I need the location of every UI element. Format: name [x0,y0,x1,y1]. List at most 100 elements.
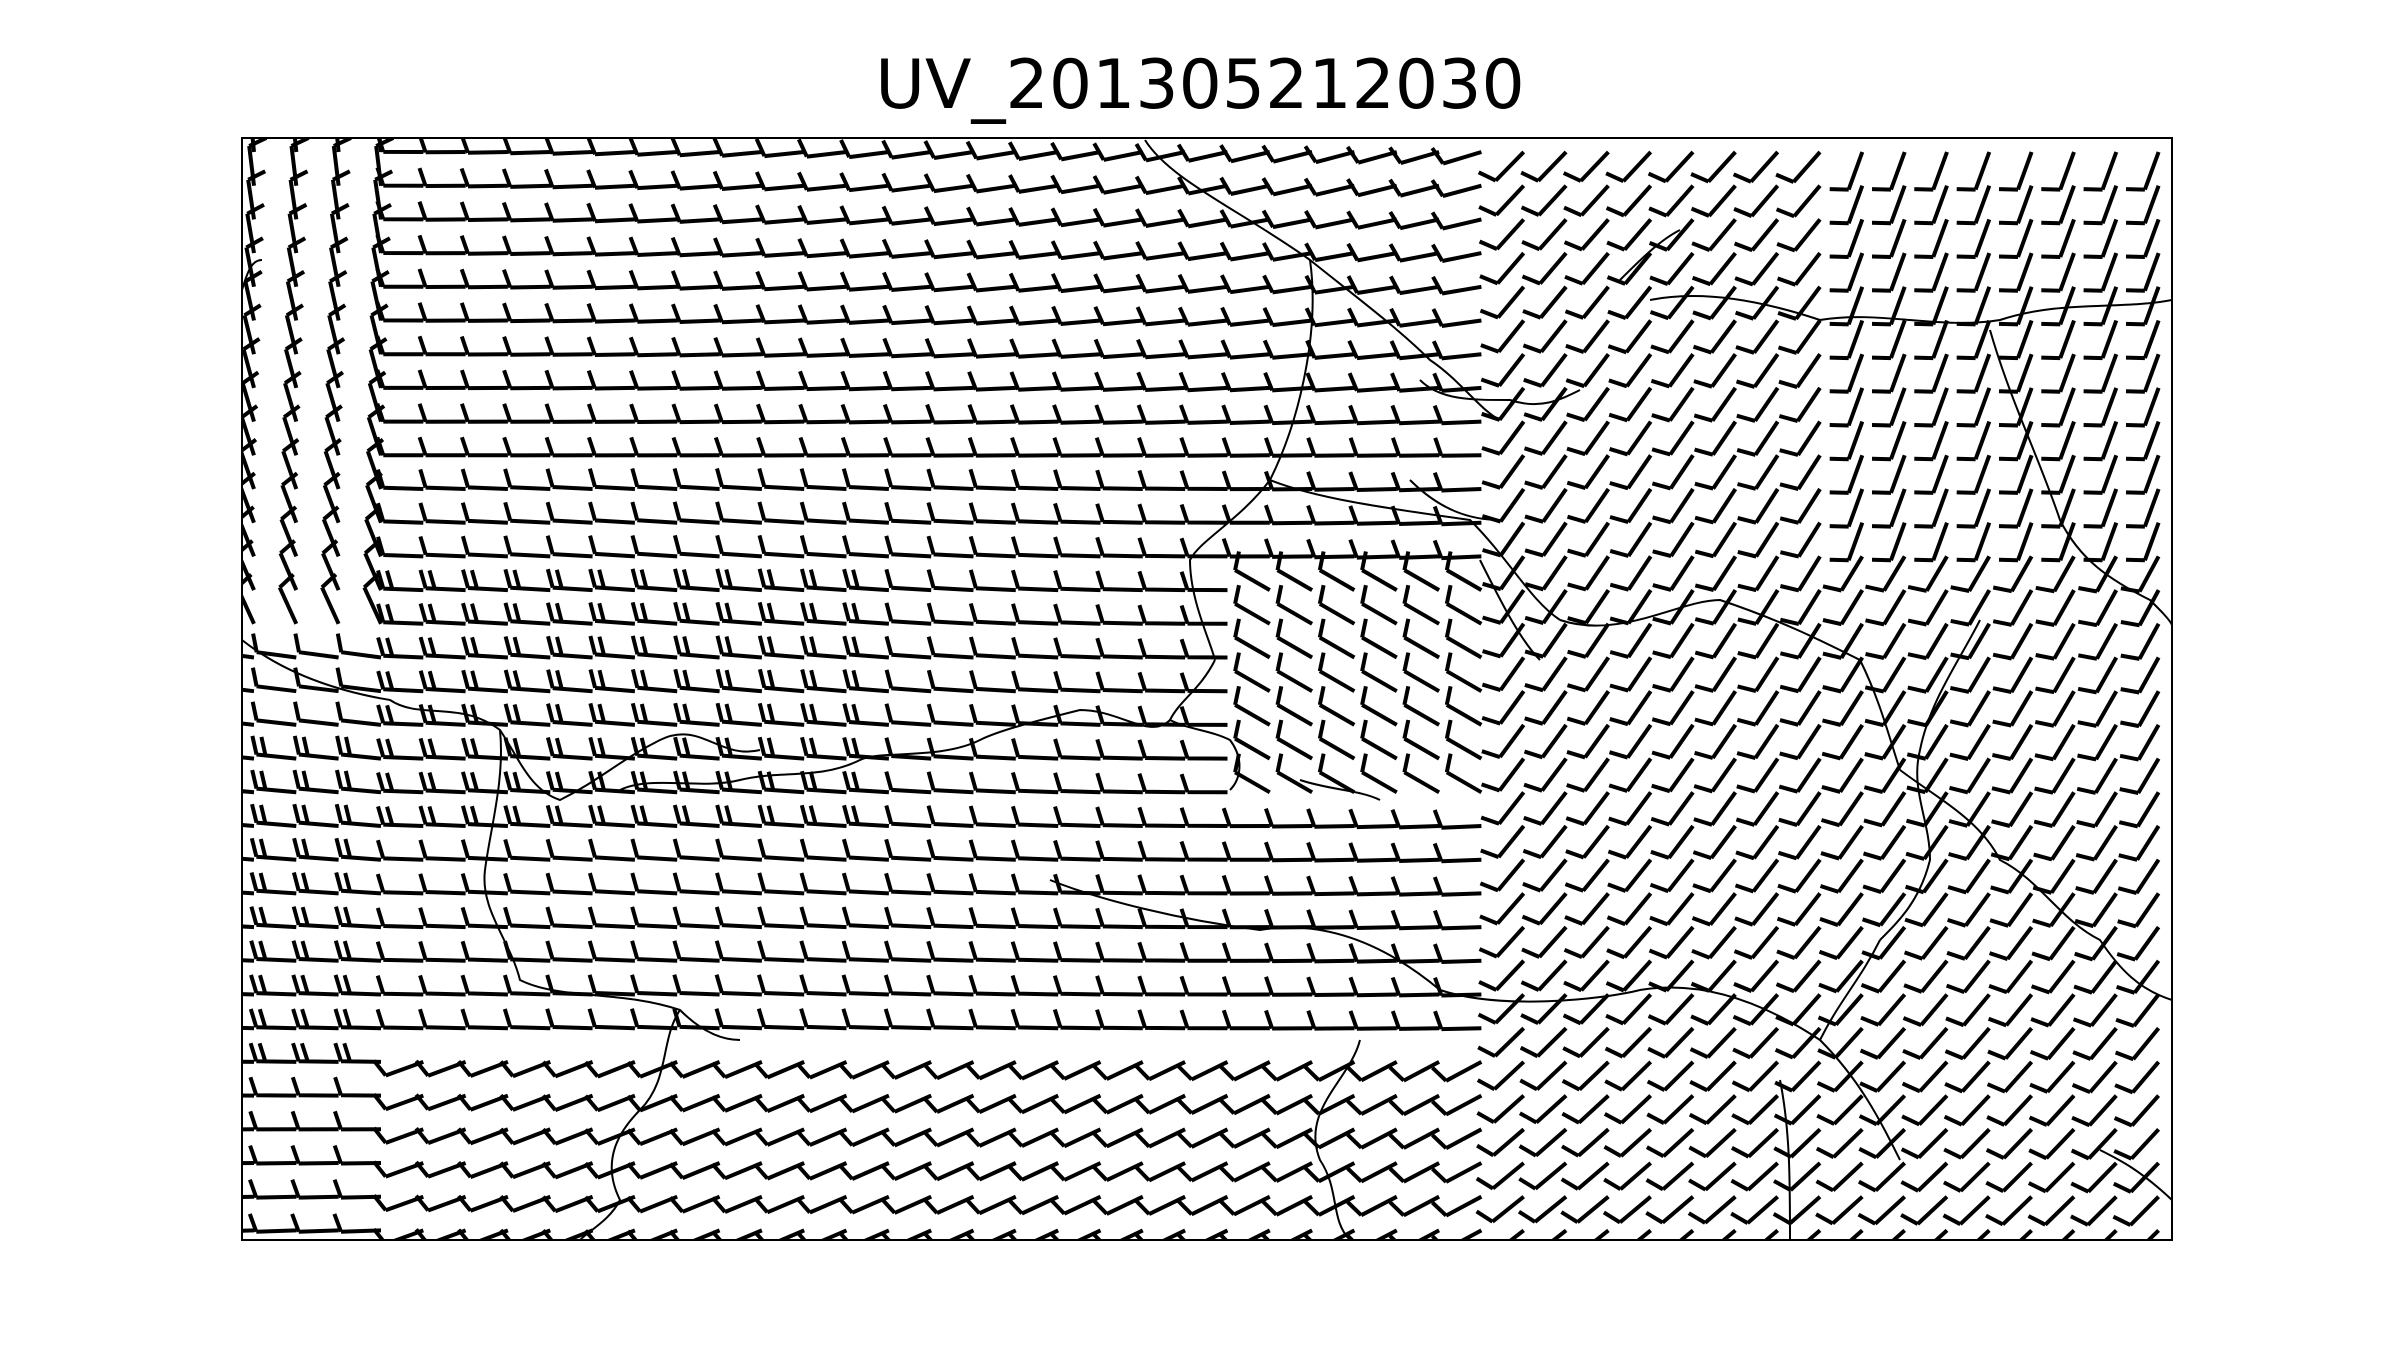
wind-barb [2076,757,2119,795]
wind-barb [1233,551,1271,592]
wind-barb [1137,772,1186,795]
wind-barb [375,268,424,289]
wind-barb [2103,1228,2118,1240]
wind-barb [1011,670,1059,694]
wind-barb [1900,1195,1949,1226]
wind-barb [1694,487,1738,525]
wind-barb [1688,1127,1737,1159]
wind-barb [1779,521,1822,559]
wind-barb [1901,1060,1949,1094]
wind-barb [2120,656,2161,695]
wind-barb [1693,757,1738,794]
wind-barb [1605,184,1653,218]
wind-barb [1998,218,2034,259]
wind-barb [1946,925,1991,961]
wind-barb [1992,555,2034,594]
wind-barb [1052,437,1101,458]
wind-barb [884,602,932,626]
wind-barb [838,1127,890,1148]
wind-barb [1736,386,1780,423]
wind-barb [923,206,974,227]
wind-barb [1136,338,1186,360]
wind-barb [922,1228,975,1240]
wind-barb [1914,218,1949,259]
wind-barb [242,303,262,355]
wind-barb [1176,1127,1229,1149]
wind-barb [968,535,1016,559]
wind-barb [884,535,932,559]
wind-barb [502,369,551,391]
wind-barb [842,568,890,593]
wind-barb [1779,487,1822,525]
wind-barb [1431,1194,1483,1218]
wind-barb [926,569,974,593]
wind-barb [1433,909,1482,931]
wind-barb [1444,719,1483,761]
wind-barb [248,1110,297,1132]
wind-barb [1648,184,1695,218]
wind-barb [1480,824,1526,859]
wind-barb [1053,502,1101,525]
wind-barb [376,772,424,795]
wind-barb [242,924,255,930]
wind-barb [1360,753,1398,795]
wind-barb [242,404,259,456]
wind-barb [1346,1194,1398,1217]
wind-barb [1945,993,1991,1028]
wind-barb [1008,207,1059,227]
wind-barb [544,168,593,190]
wind-barb [1694,723,1738,760]
wind-barb [459,335,508,357]
wind-barb [418,670,466,694]
wind-barb [1773,1161,1822,1192]
wind-barb [1348,539,1397,560]
wind-barb [1303,1161,1356,1184]
wind-barb [926,1008,974,1031]
wind-barb [1433,943,1482,964]
wind-barb [715,534,763,559]
wind-barb [715,501,763,525]
wind-barb [841,1008,889,1031]
wind-barb [1566,386,1611,423]
wind-barb [755,304,805,325]
wind-barb [545,468,593,491]
wind-barb [1137,537,1186,559]
wind-barb [1137,840,1186,862]
wind-barb [1179,537,1228,559]
wind-barb [1773,1127,1822,1159]
wind-barb [1607,858,1653,893]
wind-barb [1010,1008,1059,1031]
wind-barb [248,1179,297,1200]
wind-barb [2113,1127,2161,1161]
wind-barb [1177,176,1228,196]
wind-barb [628,169,678,191]
wind-barb [1052,975,1101,997]
wind-barb [544,235,593,257]
wind-barb [1093,338,1143,360]
wind-barb [1053,637,1101,660]
wind-barb [1261,1161,1314,1183]
wind-barb [1651,690,1695,727]
wind-barb [1524,521,1568,558]
wind-barb [376,704,424,727]
wind-barb [1865,622,1907,660]
wind-barb [1694,521,1738,559]
wind-barb [1176,1060,1229,1082]
wind-barb [1521,892,1568,926]
wind-barb [1737,622,1780,660]
wind-barb [1731,1094,1780,1126]
wind-barb [1137,1009,1186,1031]
wind-barb [1306,976,1355,997]
wind-barb [1431,340,1482,361]
wind-barb [757,702,805,727]
wind-barb [1645,1161,1695,1192]
wind-barb [1305,372,1355,393]
wind-barb [882,403,932,425]
wind-barb [1433,977,1482,998]
wind-barb [1317,652,1356,693]
wind-barb [1650,319,1695,355]
wind-barb [881,205,932,226]
wind-barb [2032,858,2076,895]
wind-barb [587,906,635,930]
wind-barb [1261,1127,1314,1150]
